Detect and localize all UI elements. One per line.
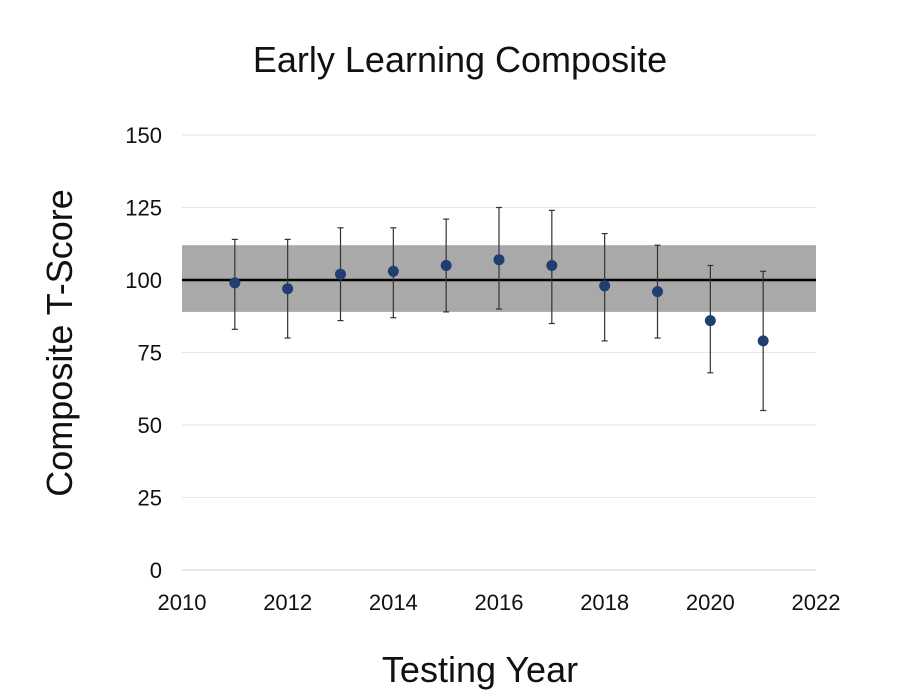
x-tick-label: 2022 (792, 590, 841, 615)
data-point (335, 268, 346, 280)
y-tick-label: 125 (125, 196, 162, 221)
data-point (757, 335, 769, 347)
x-tick-label: 2018 (580, 590, 629, 615)
y-tick-label: 150 (125, 123, 162, 148)
data-point (282, 283, 294, 295)
data-point (652, 286, 663, 298)
x-tick-label: 2012 (263, 590, 312, 615)
data-point (546, 260, 558, 271)
data-point (599, 280, 611, 292)
y-tick-label: 25 (138, 486, 162, 511)
y-tick-label: 100 (125, 268, 162, 293)
chart-title: Early Learning Composite (253, 39, 667, 80)
x-tick-label: 2020 (686, 590, 735, 615)
x-tick-label: 2014 (369, 590, 418, 615)
data-point (440, 260, 452, 271)
y-tick-label: 75 (138, 341, 162, 366)
x-tick-label: 2010 (158, 590, 207, 615)
y-tick-label: 50 (138, 413, 162, 438)
data-point (229, 277, 241, 289)
y-tick-label: 0 (150, 558, 162, 583)
plot-area: 0 25 50 75 100 125 150 2010 2012 2014 2016 2018 2020… (125, 123, 840, 615)
data-point (493, 254, 505, 266)
x-tick-label: 2016 (475, 590, 524, 615)
data-point (387, 265, 399, 277)
x-axis-label: Testing Year (382, 649, 578, 690)
data-point (704, 315, 716, 327)
y-axis-label: Composite T-Score (39, 189, 80, 496)
